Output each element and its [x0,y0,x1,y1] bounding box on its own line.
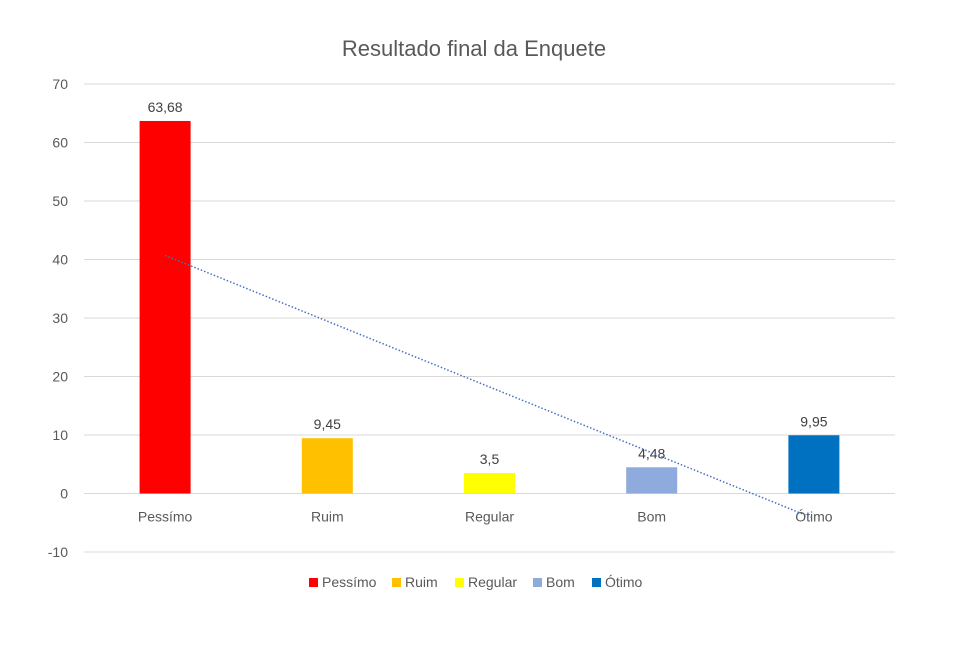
trendline [164,254,815,520]
y-tick-label: 0 [60,486,68,502]
data-label: 3,5 [480,451,500,467]
y-tick-label: 20 [52,369,68,385]
x-tick-label: Bom [637,509,666,525]
bar-3 [626,467,678,494]
x-tick-label: Regular [465,509,514,525]
bar-1 [301,438,353,494]
legend-entry: Regular [468,574,517,590]
y-tick-label: -10 [48,544,68,560]
y-tick-label: 40 [52,252,68,268]
x-tick-label: Ruim [311,509,344,525]
y-tick-label: 50 [52,193,68,209]
y-tick-label: 10 [52,427,68,443]
legend-swatch-3 [533,578,542,587]
legend-entry: Bom [546,574,575,590]
y-tick-label: 30 [52,310,68,326]
legend-entry: Pessímo [322,574,377,590]
data-label: 9,95 [800,413,827,429]
data-label: 63,68 [148,99,183,115]
bar-0 [139,120,191,494]
legend-swatch-4 [592,578,601,587]
chart-title: Resultado final da Enquete [342,36,606,61]
legend-swatch-1 [392,578,401,587]
legend-entry: Ruim [405,574,438,590]
data-label: 9,45 [314,416,341,432]
x-tick-label: Ótimo [795,509,833,525]
bar-2 [464,473,515,494]
y-tick-label: 60 [52,135,68,151]
legend-swatch-0 [309,578,318,587]
y-tick-label: 70 [52,76,68,92]
x-tick-label: Pessímo [138,509,193,525]
legend-swatch-2 [455,578,464,587]
bar-4 [788,435,840,494]
legend-entry: Ótimo [605,574,643,590]
